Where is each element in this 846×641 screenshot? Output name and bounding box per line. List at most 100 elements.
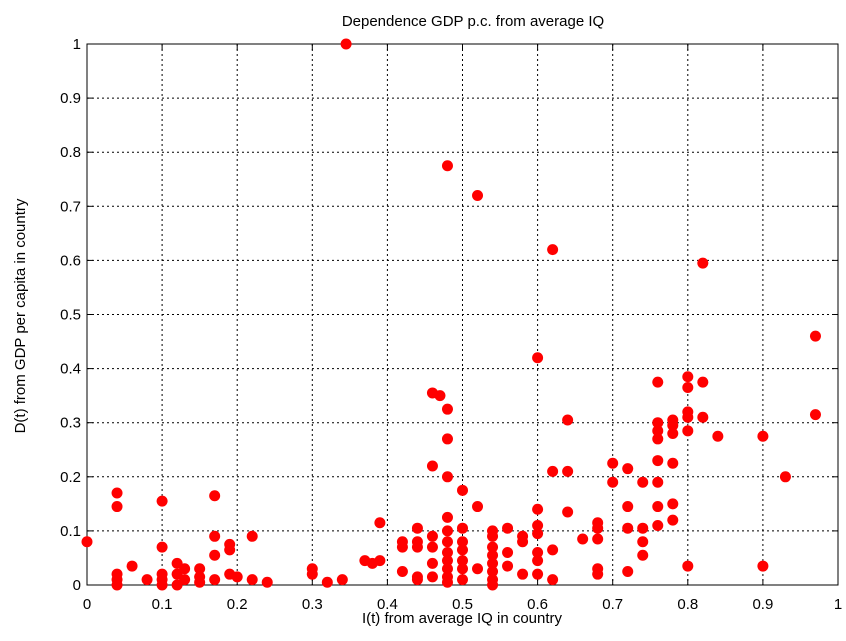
data-point [757, 560, 769, 572]
data-point [532, 555, 544, 567]
data-point [426, 530, 438, 542]
data-point [487, 579, 499, 591]
data-point [532, 547, 544, 559]
data-point [441, 547, 453, 559]
data-point [577, 533, 589, 545]
data-point [622, 463, 634, 475]
data-point [426, 541, 438, 553]
y-tick-label: 1 [73, 36, 81, 53]
x-tick-label: 0.2 [227, 596, 248, 613]
data-point [209, 574, 221, 586]
data-point [396, 541, 408, 553]
data-point [111, 501, 123, 513]
x-tick-label: 0.3 [302, 596, 323, 613]
data-point [457, 522, 468, 534]
data-point [156, 579, 168, 591]
x-tick-label: 0.5 [452, 596, 473, 613]
data-point [547, 544, 559, 556]
data-point [562, 506, 574, 518]
data-point [637, 476, 649, 488]
data-point [562, 465, 574, 477]
y-tick-labels: 0 0.1 0.2 0.3 0.4 0.5 0.6 0.7 0.8 0.9 1 [60, 36, 81, 594]
data-point [340, 38, 352, 50]
data-point [457, 484, 468, 496]
data-point [652, 425, 664, 437]
data-point [441, 555, 453, 567]
data-point [652, 476, 664, 488]
data-point [532, 528, 544, 540]
x-tick-label: 0.7 [602, 596, 623, 613]
data-point [441, 536, 453, 548]
x-tick-label: 0 [83, 596, 91, 613]
data-point [809, 330, 821, 342]
data-point [547, 465, 559, 477]
data-point [246, 574, 258, 586]
data-point [209, 490, 221, 502]
data-point [441, 403, 453, 415]
data-point [336, 574, 348, 586]
x-tick-label: 0.8 [677, 596, 698, 613]
data-point [682, 560, 694, 572]
data-point [111, 487, 123, 499]
data-point [652, 501, 664, 513]
data-point [652, 455, 664, 467]
data-point [457, 555, 468, 567]
x-axis-label: I(t) from average IQ in country [362, 610, 563, 627]
data-point [667, 428, 679, 440]
data-point [457, 536, 468, 548]
y-tick-label: 0.7 [60, 198, 81, 215]
data-point [126, 560, 138, 572]
data-point [441, 576, 453, 588]
data-point [809, 409, 821, 421]
data-point [246, 530, 258, 542]
data-point [682, 411, 694, 423]
data-point [374, 555, 386, 567]
data-point [779, 471, 791, 483]
data-point [194, 576, 206, 588]
data-point [517, 536, 529, 548]
data-point [532, 503, 544, 515]
data-point [441, 471, 453, 483]
y-tick-label: 0.6 [60, 252, 81, 269]
data-point [622, 565, 634, 577]
chart-title: Dependence GDP p.c. from average IQ [342, 13, 604, 30]
data-point [592, 568, 604, 580]
data-point [487, 557, 499, 569]
y-axis-label: D(t) from GDP per capita in country [12, 198, 29, 433]
y-tick-label: 0.2 [60, 469, 81, 486]
data-point [209, 549, 221, 561]
data-point [652, 519, 664, 531]
data-point [441, 160, 453, 172]
data-point [194, 563, 206, 575]
data-point [487, 549, 499, 561]
data-point [697, 376, 709, 388]
data-point [502, 560, 514, 572]
data-point [156, 541, 168, 553]
data-point [457, 574, 468, 586]
y-tick-label: 0 [73, 577, 81, 594]
data-point [156, 495, 168, 507]
data-point [622, 501, 634, 513]
data-point [652, 433, 664, 445]
data-point [224, 544, 236, 556]
y-tick-label: 0.9 [60, 90, 81, 107]
data-point [261, 576, 273, 588]
data-point [487, 530, 499, 542]
y-tick-label: 0.4 [60, 361, 81, 378]
data-point [547, 574, 559, 586]
data-point [637, 549, 649, 561]
data-point [667, 419, 679, 431]
x-tick-label: 0.4 [377, 596, 398, 613]
data-point [502, 522, 514, 534]
data-point [607, 476, 619, 488]
data-point [547, 244, 559, 256]
data-point [441, 525, 453, 537]
data-point [411, 541, 423, 553]
data-point [472, 563, 484, 575]
data-point [757, 430, 769, 442]
data-point [411, 574, 423, 586]
data-point [374, 517, 386, 529]
x-tick-label: 0.9 [752, 596, 773, 613]
data-point [81, 536, 93, 548]
data-point [652, 376, 664, 388]
